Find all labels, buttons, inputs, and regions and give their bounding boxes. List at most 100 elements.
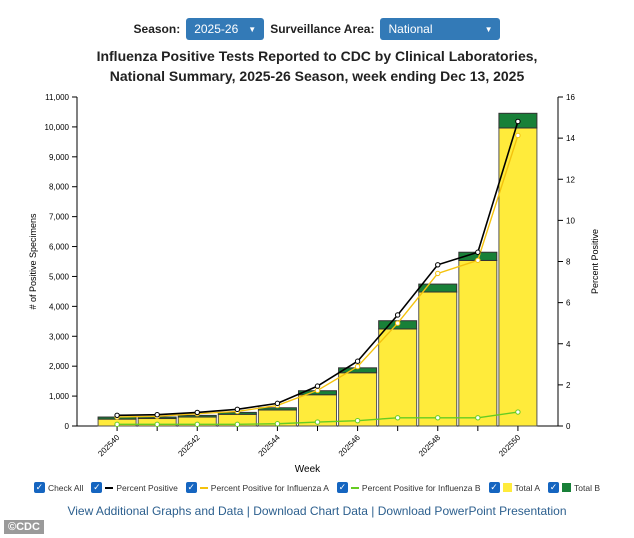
y2-tick-label: 16 xyxy=(566,93,575,102)
line-swatch-icon xyxy=(350,486,359,489)
legend-item[interactable]: ✓ Total B xyxy=(548,482,600,493)
line-percent-a xyxy=(117,135,519,418)
legend-item[interactable]: ✓ Check All xyxy=(33,482,83,493)
y-tick-label: 11,000 xyxy=(45,93,69,102)
view-additional-link[interactable]: View Additional Graphs and Data xyxy=(67,504,244,518)
area-value: National xyxy=(388,22,433,36)
line-point xyxy=(354,417,361,424)
y-tick-label: 1,000 xyxy=(49,392,70,401)
legend-label: Total A xyxy=(514,482,541,493)
chevron-down-icon: ▼ xyxy=(484,24,493,34)
legend-item[interactable]: ✓ Percent Positive xyxy=(91,482,178,493)
area-label: Surveillance Area: xyxy=(270,22,375,36)
line-point xyxy=(515,118,521,125)
y-tick-label: 5,000 xyxy=(49,272,70,281)
y2-tick-label: 0 xyxy=(566,422,571,431)
title-line-1: Influenza Positive Tests Reported to CDC… xyxy=(96,48,538,64)
y2-tick-label: 10 xyxy=(566,216,575,225)
y-tick-label: 8,000 xyxy=(49,183,70,192)
line-point xyxy=(394,312,401,318)
line-point xyxy=(435,415,441,421)
line-percent-positive xyxy=(117,121,519,417)
line-point xyxy=(354,358,361,364)
line-point xyxy=(515,409,521,415)
y-tick-label: 10,000 xyxy=(45,123,70,132)
line-point xyxy=(354,363,361,370)
x-tick-label: 202540 xyxy=(96,433,122,459)
line-point xyxy=(274,421,281,427)
y-tick-label: 6,000 xyxy=(49,243,70,252)
line-point xyxy=(475,257,481,263)
line-point xyxy=(394,320,401,326)
x-axis-title: Week xyxy=(295,464,321,475)
line-point xyxy=(274,400,281,407)
x-tick-label: 202548 xyxy=(417,433,443,459)
chevron-down-icon: ▼ xyxy=(248,24,257,34)
y-tick-label: 2,000 xyxy=(49,362,70,371)
line-swatch-icon xyxy=(105,486,114,489)
separator: | xyxy=(246,504,250,518)
y-tick-label: 3,000 xyxy=(49,332,70,341)
line-point xyxy=(475,415,481,421)
line-point xyxy=(154,411,160,418)
y2-axis-title: Percent Positive xyxy=(590,229,600,294)
y2-tick-label: 12 xyxy=(566,175,575,184)
line-point xyxy=(114,412,120,419)
y-axis-title: # of Positive Specimens xyxy=(28,213,38,310)
line-point xyxy=(114,421,120,428)
bar-total-a xyxy=(418,291,458,427)
checkbox-checked-icon[interactable]: ✓ xyxy=(336,482,348,493)
box-swatch-icon xyxy=(502,483,512,492)
checkbox-checked-icon[interactable]: ✓ xyxy=(548,482,560,493)
line-point xyxy=(194,409,200,416)
season-label: Season: xyxy=(133,22,181,36)
checkbox-checked-icon[interactable]: ✓ xyxy=(33,482,45,493)
area-select[interactable]: National ▼ xyxy=(380,18,501,40)
line-point xyxy=(475,249,481,255)
y2-tick-label: 6 xyxy=(566,299,571,308)
checkbox-checked-icon[interactable]: ✓ xyxy=(488,482,500,493)
line-point xyxy=(435,262,441,268)
x-tick-label: 202550 xyxy=(497,433,523,459)
legend-label: Total B xyxy=(574,482,601,493)
legend-item[interactable]: ✓ Percent Positive for Influenza B xyxy=(336,482,481,493)
box-swatch-icon xyxy=(562,483,572,492)
cdc-watermark: ©CDC xyxy=(4,520,44,534)
download-chart-data-link[interactable]: Download Chart Data xyxy=(253,504,368,518)
legend-label: Percent Positive for Influenza A xyxy=(210,482,329,493)
legend: ✓ Check All ✓ Percent Positive ✓ Percent Posi… xyxy=(0,482,634,493)
bar-total-a xyxy=(458,259,498,427)
x-tick-label: 202544 xyxy=(257,433,283,459)
line-swatch-icon xyxy=(199,486,208,489)
bar-total-a xyxy=(378,328,418,427)
legend-item[interactable]: ✓ Total A xyxy=(488,482,541,493)
line-point xyxy=(394,415,401,421)
line-point xyxy=(154,421,160,428)
y-tick-label: 9,000 xyxy=(49,153,70,162)
legend-label: Percent Positive xyxy=(116,482,178,493)
y2-tick-label: 4 xyxy=(566,340,571,349)
season-value: 2025-26 xyxy=(194,22,239,36)
title-line-2: National Summary, 2025-26 Season, week e… xyxy=(109,68,525,84)
checkbox-checked-icon[interactable]: ✓ xyxy=(185,482,197,493)
links: View Additional Graphs and Data | Downlo… xyxy=(0,504,634,518)
bar-total-a xyxy=(338,372,378,427)
download-ppt-link[interactable]: Download PowerPoint Presentation xyxy=(377,504,567,518)
line-point xyxy=(435,270,441,277)
checkbox-checked-icon[interactable]: ✓ xyxy=(91,482,103,493)
x-tick-label: 202542 xyxy=(176,433,202,459)
season-select[interactable]: 2025-26 ▼ xyxy=(186,18,265,40)
y2-tick-label: 2 xyxy=(566,381,571,390)
x-tick-label: 202546 xyxy=(337,433,363,459)
controls: Season: 2025-26 ▼ Surveillance Area: Nati… xyxy=(0,18,634,40)
line-point xyxy=(234,406,241,413)
line-point xyxy=(314,419,321,425)
legend-label: Percent Positive for Influenza B xyxy=(361,482,481,493)
y-tick-label: 7,000 xyxy=(49,213,70,222)
chart-title: Influenza Positive Tests Reported to CDC… xyxy=(0,46,634,86)
y2-tick-label: 8 xyxy=(566,258,571,267)
line-point xyxy=(515,132,521,139)
legend-item[interactable]: ✓ Percent Positive for Influenza A xyxy=(185,482,329,493)
y2-tick-label: 14 xyxy=(566,134,575,143)
y-tick-label: 0 xyxy=(65,422,70,431)
